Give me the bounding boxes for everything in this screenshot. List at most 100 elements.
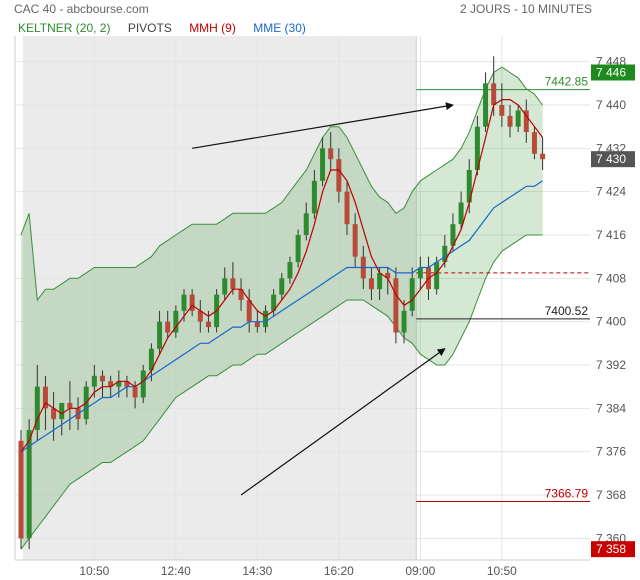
previous-session-shading: [23, 36, 417, 560]
candle-body: [466, 170, 472, 203]
keltner-band-fill: [21, 67, 543, 550]
candle-body: [148, 348, 154, 371]
candle: [523, 99, 529, 143]
candle: [263, 305, 268, 333]
candle-body: [417, 267, 423, 279]
candle: [474, 115, 480, 176]
candle-body: [271, 294, 277, 311]
candle-body: [279, 278, 285, 295]
y-tick-label: 7 368: [596, 488, 626, 502]
candle-body: [91, 375, 97, 387]
price-badge-box: [591, 151, 635, 168]
candle-body: [181, 294, 187, 311]
candle-body: [67, 402, 73, 409]
candle-body: [483, 83, 489, 127]
candle-body: [458, 202, 464, 225]
legend-keltner: KELTNER (20, 2): [18, 21, 111, 35]
candle: [246, 289, 252, 333]
candle-body: [328, 148, 334, 160]
legend-mme: MME (30): [253, 21, 306, 35]
candle-body: [238, 289, 244, 300]
candle-body: [18, 440, 24, 539]
candle-body: [189, 294, 195, 311]
candle-body: [531, 132, 537, 154]
candle-body: [59, 402, 65, 420]
candle: [295, 229, 301, 268]
x-tick-label: 16:20: [324, 564, 354, 578]
candle: [303, 202, 309, 241]
candle: [507, 105, 513, 138]
candle: [116, 370, 122, 398]
candle: [328, 132, 334, 170]
keltner-upper-line: [20, 66, 543, 302]
price-badge-label: 7 430: [596, 152, 626, 166]
candle-body: [165, 321, 171, 333]
candle: [173, 305, 179, 338]
indicator-lines: [20, 98, 544, 453]
candle: [352, 213, 358, 268]
candle: [279, 272, 285, 300]
candle: [197, 300, 203, 333]
y-tick-label: 7 376: [596, 445, 626, 459]
candle: [132, 381, 138, 409]
candle: [51, 392, 57, 441]
candle: [18, 430, 24, 550]
chart-title: CAC 40 - abcbourse.com: [14, 2, 149, 16]
candle-body: [499, 105, 505, 116]
x-tick-label: 10:50: [487, 564, 517, 578]
candle-body: [42, 386, 48, 409]
x-tick-label: 10:50: [79, 564, 109, 578]
legend-pivots: PIVOTS: [127, 21, 172, 35]
candle-body: [287, 262, 293, 279]
candle-body: [409, 278, 415, 311]
candle-body: [140, 370, 146, 398]
pivot-level-label: 7442.85: [545, 75, 589, 89]
candle-body: [523, 110, 529, 133]
price-badge-box: [591, 64, 635, 81]
candle: [417, 256, 423, 290]
price-badge-label: 7 358: [596, 542, 626, 556]
candle-body: [205, 321, 211, 328]
x-tick-label: 09:00: [405, 564, 435, 578]
pivot-levels: 7442.85 7400.52 7366.79: [416, 75, 590, 503]
price-badge-box: [591, 541, 635, 558]
candle-body: [51, 408, 57, 420]
candle-body: [116, 381, 122, 387]
candle-body: [100, 375, 105, 382]
candle-body: [474, 126, 480, 170]
candle: [157, 310, 163, 355]
y-tick-label: 7 400: [596, 315, 626, 329]
candle: [271, 289, 277, 317]
candle: [336, 148, 342, 203]
candle: [458, 191, 464, 230]
price-badge: 7 358: [591, 541, 635, 558]
candle: [401, 300, 407, 344]
candle-body: [254, 321, 260, 328]
candle: [385, 267, 391, 295]
candle: [515, 105, 521, 133]
candle-body: [108, 381, 114, 387]
candle-body: [507, 115, 513, 127]
candle-body: [450, 224, 456, 246]
candle: [393, 267, 399, 344]
candle-body: [263, 310, 268, 328]
candle-body: [368, 278, 374, 290]
candle: [59, 402, 65, 436]
candle-body: [34, 386, 40, 430]
pivot-level-label: 7366.79: [545, 487, 589, 501]
candle-body: [320, 148, 326, 181]
candle-body: [352, 224, 358, 257]
candle-body: [246, 300, 252, 322]
candle: [148, 343, 154, 382]
candle-body: [311, 180, 317, 214]
candle-body: [336, 159, 342, 192]
candle-body: [540, 153, 546, 160]
annotation-arrows: [192, 102, 454, 496]
legend-mmh: MMH (9): [189, 21, 236, 35]
candle-body: [377, 272, 383, 290]
candle: [531, 126, 537, 160]
price-badge-label: 7 446: [596, 66, 626, 80]
candle-body: [26, 430, 32, 539]
